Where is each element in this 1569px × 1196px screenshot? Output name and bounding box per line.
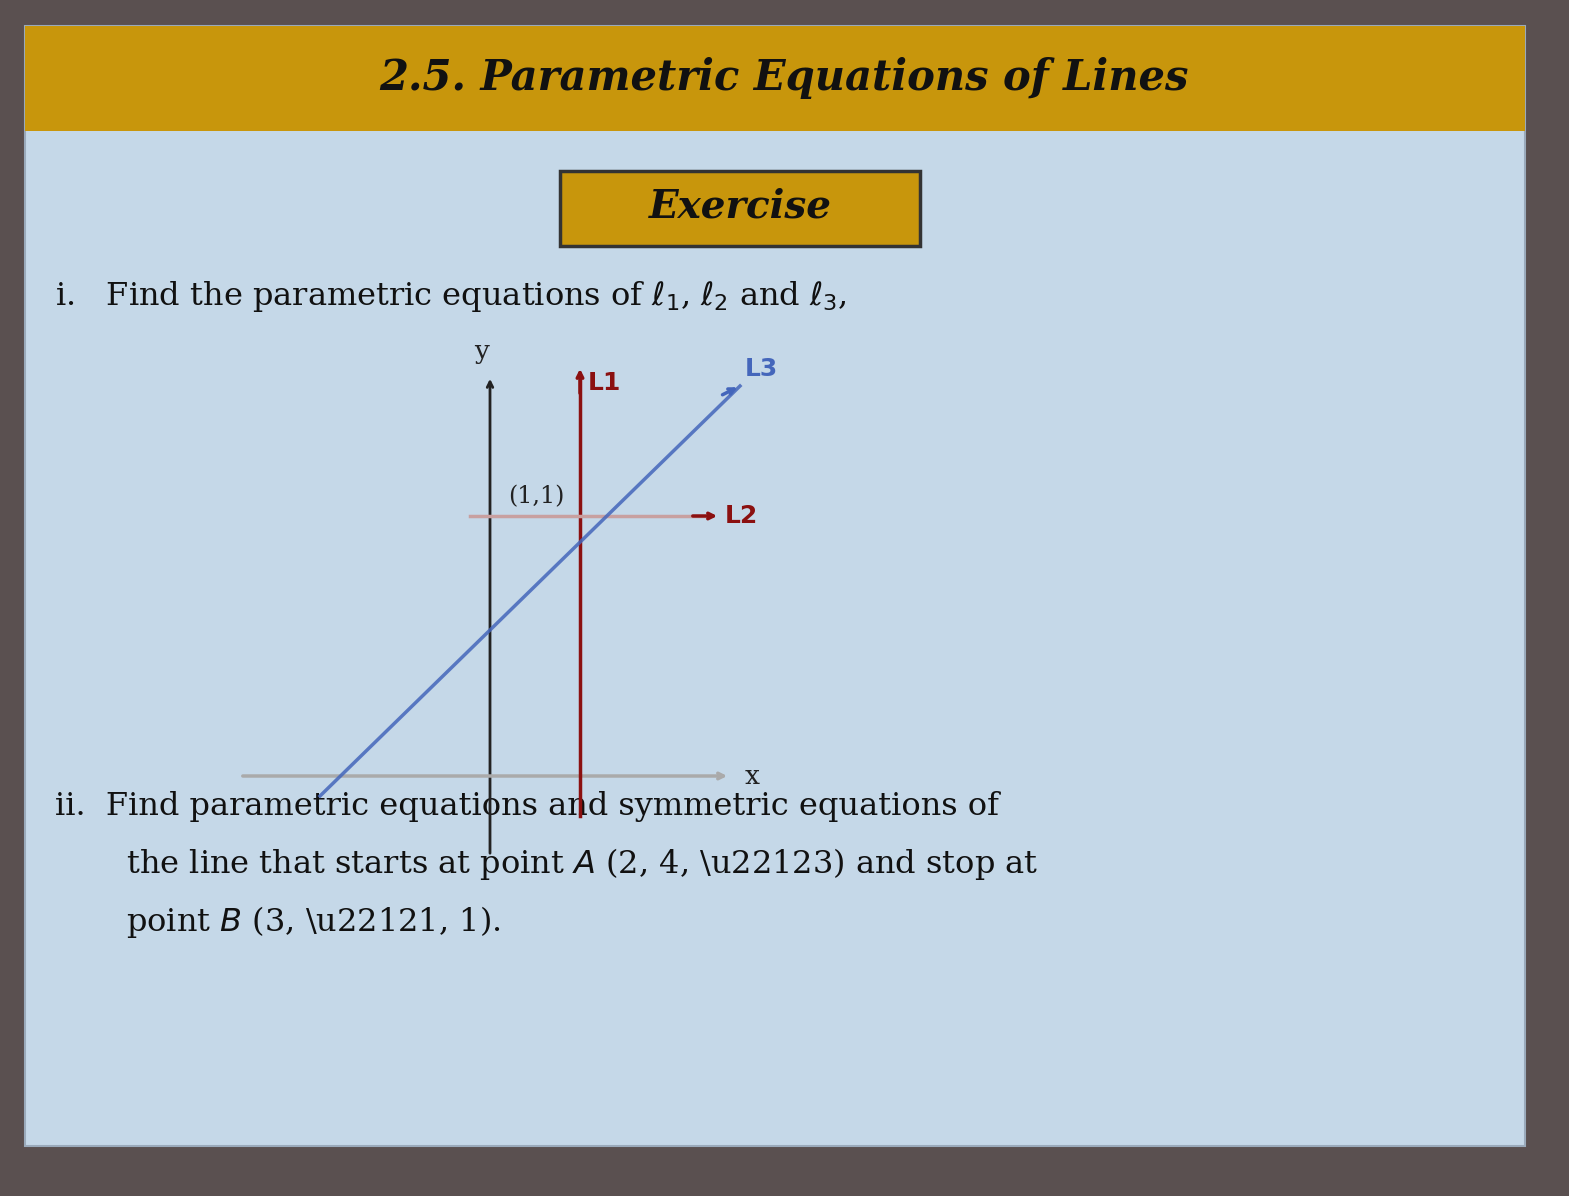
Text: i.   Find the parametric equations of $\ell_{1}$, $\ell_{2}$ and $\ell_{3}$,: i. Find the parametric equations of $\el… [55,279,847,313]
FancyBboxPatch shape [560,171,919,246]
Text: point $\mathit{B}$ (3, \u22121, 1).: point $\mathit{B}$ (3, \u22121, 1). [55,904,501,940]
Text: L3: L3 [745,356,778,382]
Text: L1: L1 [588,371,621,395]
Text: y: y [474,338,490,364]
Text: Exercise: Exercise [648,187,832,225]
Text: (1,1): (1,1) [508,486,565,508]
Text: L2: L2 [725,504,758,527]
Text: x: x [745,763,759,788]
FancyBboxPatch shape [25,26,1525,132]
Text: the line that starts at point $\mathit{A}$ (2, 4, \u22123) and stop at: the line that starts at point $\mathit{A… [55,846,1039,881]
Text: 2.5. Parametric Equations of Lines: 2.5. Parametric Equations of Lines [380,57,1189,99]
FancyBboxPatch shape [25,26,1525,1146]
Text: ii.  Find parametric equations and symmetric equations of: ii. Find parametric equations and symmet… [55,791,999,822]
